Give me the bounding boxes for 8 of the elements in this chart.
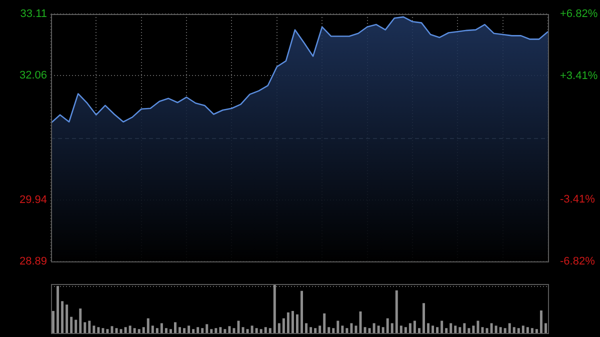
y2-tick-label: -3.41% xyxy=(560,194,596,206)
y-tick-label: 33.11 xyxy=(20,8,47,20)
y2-tick-label: +6.82% xyxy=(560,8,598,20)
y-tick-label: 32.06 xyxy=(19,70,47,82)
y-tick-label: 28.89 xyxy=(19,255,47,268)
y2-tick-label: -6.82% xyxy=(560,255,596,268)
y2-tick-label: +3.41% xyxy=(560,70,598,82)
y-tick-label: 29.94 xyxy=(19,194,47,206)
